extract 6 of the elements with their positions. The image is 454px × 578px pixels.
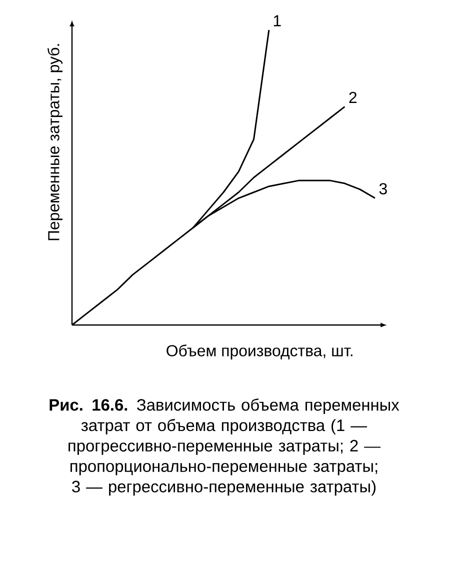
series-label: 3 [379, 183, 387, 194]
text: Рис. 16.6. Зависимость объема переменных затрат от объема производства (1 — прогрессивно-переменные затраты; 2 — пропорционально-переменные затраты; 3 — регрессивно-переменные затраты) [50, 398, 400, 496]
series-label: 2 [349, 92, 357, 103]
y-axis-title: Переменные затраты, руб. [47, 44, 62, 240]
x-axis-title: Объем производства, шт. [166, 344, 352, 360]
series-label: 1 [274, 15, 281, 26]
